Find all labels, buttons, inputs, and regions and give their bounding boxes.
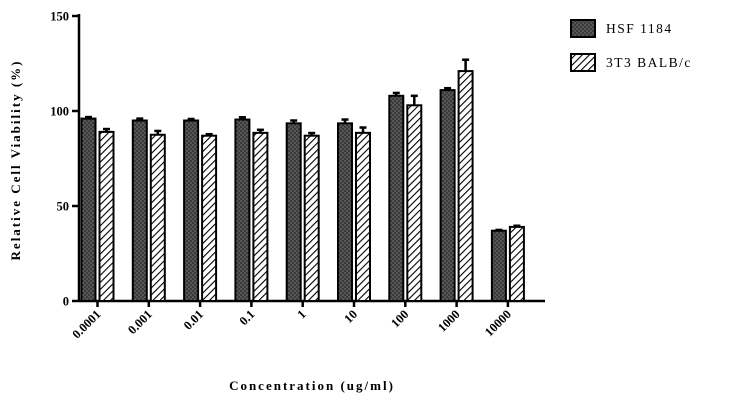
error-bars — [85, 58, 521, 232]
bar-3t3-balb-c — [508, 225, 525, 302]
legend: HSF 1184 3T3 BALB/c — [570, 19, 692, 72]
y-tick-label: 100 — [50, 105, 69, 119]
bar-hsf-1184 — [285, 122, 302, 302]
bar-hsf-1184 — [234, 118, 251, 302]
bar-3t3-balb-c — [355, 131, 371, 302]
bar-hsf-1184 — [388, 94, 405, 302]
legend-label-3t3-balb-c: 3T3 BALB/c — [606, 55, 692, 70]
y-tick-label: 50 — [57, 200, 70, 214]
bar-3t3-balb-c — [457, 70, 474, 302]
y-tick-label: 0 — [63, 295, 69, 309]
legend-item-hsf-1184: HSF 1184 — [570, 19, 673, 38]
bar-3t3-balb-c — [303, 134, 320, 302]
x-tick-label: 1 — [295, 307, 309, 321]
bar-hsf-1184 — [80, 117, 97, 302]
bar-3t3-balb-c — [252, 131, 269, 302]
bar-hsf-1184 — [183, 119, 200, 302]
bar-hsf-1184 — [439, 89, 456, 302]
bar-3t3-balb-c — [149, 133, 166, 302]
bar-3t3-balb-c — [406, 104, 423, 302]
legend-item-3t3-balb-c: 3T3 BALB/c — [570, 53, 692, 72]
y-tick-label: 150 — [50, 10, 69, 24]
bar-3t3-balb-c — [201, 134, 218, 302]
bar-3t3-balb-c — [98, 130, 115, 302]
x-tick-label: 0.0001 — [69, 307, 103, 341]
x-tick-label: 0.001 — [125, 307, 155, 337]
x-tick-label: 1000 — [435, 307, 463, 335]
x-axis-title: Concentration (ug/ml) — [229, 378, 395, 393]
bar-hsf-1184 — [337, 122, 353, 302]
y-ticks: 0 50 100 150 — [50, 10, 79, 309]
x-tick-label: 100 — [388, 307, 411, 330]
bar-hsf-1184 — [490, 229, 507, 302]
x-ticks: 0.0001 0.001 0.01 0.1 1 10 100 1000 10000 — [69, 301, 514, 341]
bar-hsf-1184 — [131, 119, 148, 302]
legend-swatch-hsf-1184 — [570, 19, 596, 38]
legend-swatch-3t3-balb-c — [570, 53, 596, 72]
x-tick-label: 10 — [341, 307, 360, 326]
legend-label-hsf-1184: HSF 1184 — [606, 21, 673, 36]
x-tick-label: 0.1 — [237, 307, 258, 328]
x-tick-label: 10000 — [482, 307, 514, 339]
bars — [80, 70, 525, 302]
y-axis-title: Relative Cell Viability (%) — [8, 60, 23, 261]
x-tick-label: 0.01 — [181, 307, 206, 332]
